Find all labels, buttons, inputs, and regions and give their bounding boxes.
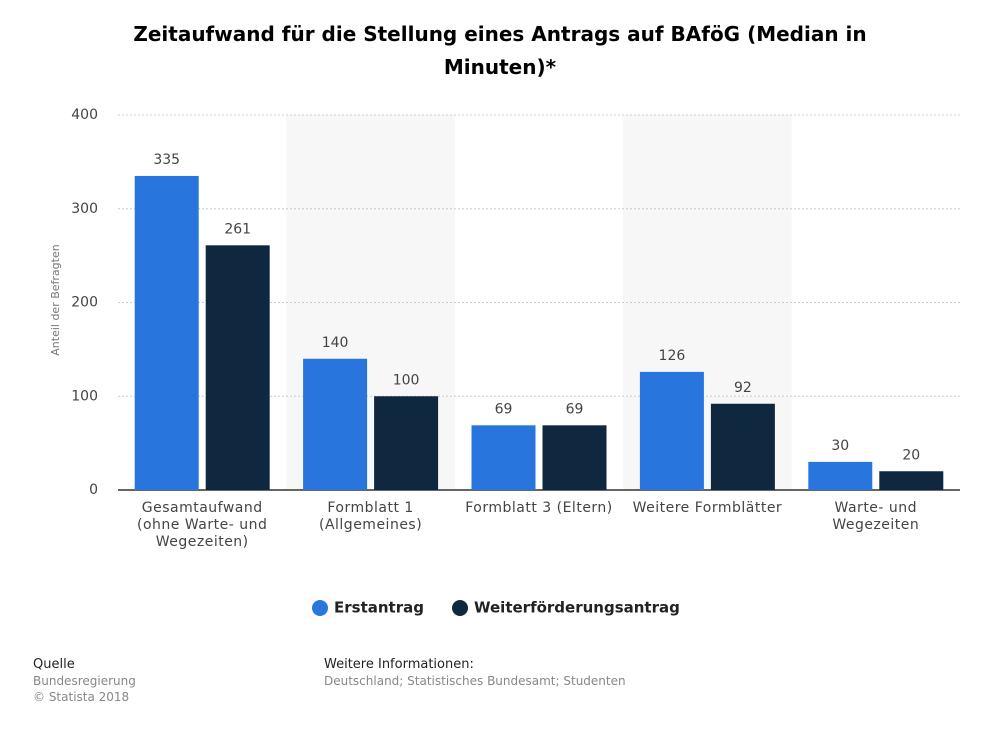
y-axis-label: Anteil der Befragten [49,244,62,355]
value-label: 126 [659,348,686,364]
source-block: Quelle Bundesregierung © Statista 2018 [33,657,136,705]
legend-label: Weiterförderungsantrag [474,599,680,617]
x-tick-label: Formblatt 1 (Allgemeines) [318,500,423,533]
bar [639,371,704,490]
legend-marker [312,600,328,616]
bar [542,425,607,490]
bar [710,403,775,490]
x-tick-label: Formblatt 3 (Eltern) [465,500,613,516]
bar [303,358,368,490]
source: Bundesregierung [33,674,136,688]
y-tick-label: 0 [89,482,98,498]
value-label: 100 [393,372,420,388]
x-tick-label: Gesamtaufwand (ohne Warte- und Wegezeite… [137,500,268,550]
info-block: Weitere Informationen: Deutschland; Stat… [324,657,626,689]
legend-marker [452,600,468,616]
bar [808,461,873,490]
value-label: 69 [566,401,584,417]
value-label: 69 [495,401,513,417]
bar [134,175,199,490]
y-tick-label: 400 [71,107,98,123]
value-label: 30 [831,438,849,454]
bar [374,396,439,490]
value-label: 140 [322,335,349,351]
y-tick-label: 200 [71,295,98,311]
y-tick-label: 100 [71,388,98,404]
x-tick-label: Weitere Formblätter [632,500,783,516]
chart-title: Zeitaufwand für die Stellung eines Antra… [133,22,867,79]
bar [205,245,270,490]
bar [471,425,536,490]
copyright: © Statista 2018 [33,690,130,704]
info: Deutschland; Statistisches Bundesamt; St… [324,674,626,688]
source-label: Quelle [33,657,75,672]
bar [879,471,944,490]
value-label: 20 [902,447,920,463]
value-label: 335 [153,152,180,168]
value-label: 92 [734,380,752,396]
y-tick-label: 300 [71,201,98,217]
x-tick-label: Warte- und Wegezeiten [832,500,920,533]
legend-label: Erstantrag [334,599,424,617]
value-label: 261 [224,221,251,237]
info-label: Weitere Informationen: [324,657,474,672]
